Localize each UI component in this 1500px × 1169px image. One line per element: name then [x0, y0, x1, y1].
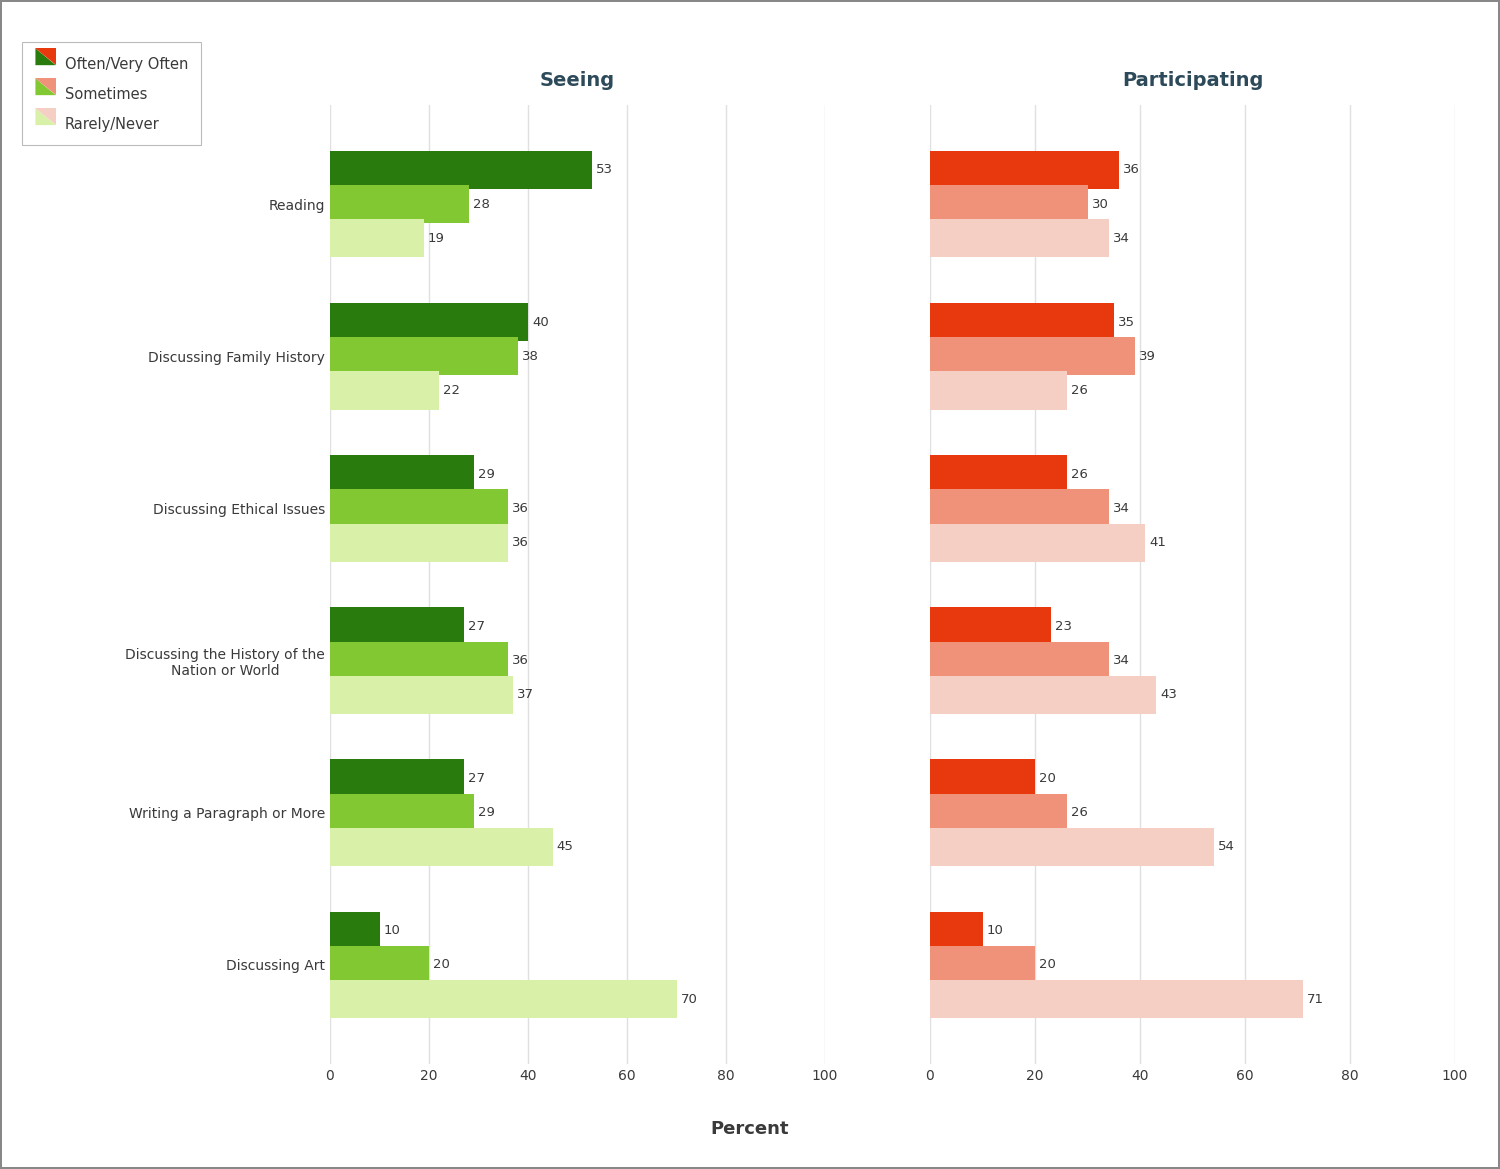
Bar [330, 946, 429, 984]
Bar [330, 185, 468, 223]
Bar [930, 828, 1214, 866]
Title: Participating: Participating [1122, 71, 1263, 90]
Text: 26: 26 [1071, 807, 1088, 819]
Text: 10: 10 [384, 925, 400, 938]
Bar [930, 676, 1155, 714]
Title: Seeing: Seeing [540, 71, 615, 90]
Text: 28: 28 [472, 198, 489, 210]
Text: 70: 70 [681, 992, 698, 1005]
Bar [930, 455, 1066, 493]
Text: 36: 36 [512, 537, 530, 549]
Text: 26: 26 [1071, 383, 1088, 397]
Bar [330, 490, 508, 527]
Text: 29: 29 [477, 807, 495, 819]
Bar [330, 912, 380, 949]
Text: 19: 19 [427, 231, 445, 244]
Text: 36: 36 [512, 655, 530, 667]
Bar [930, 912, 982, 949]
Text: 29: 29 [477, 468, 495, 480]
Text: 71: 71 [1306, 992, 1324, 1005]
Bar [930, 151, 1119, 189]
Bar [330, 828, 552, 866]
Text: 20: 20 [1040, 959, 1056, 971]
Text: 10: 10 [987, 925, 1004, 938]
Bar [930, 524, 1146, 561]
Text: 37: 37 [518, 689, 534, 701]
Text: 34: 34 [1113, 502, 1130, 514]
Bar [930, 946, 1035, 984]
Bar [930, 372, 1066, 409]
Text: 23: 23 [1054, 620, 1072, 632]
Bar [930, 642, 1108, 679]
Bar [930, 980, 1302, 1018]
Legend: Often/Very Often, Sometimes, Rarely/Never: Often/Very Often, Sometimes, Rarely/Neve… [22, 42, 201, 145]
Bar [330, 303, 528, 341]
Text: 36: 36 [1124, 164, 1140, 177]
Text: 39: 39 [1138, 350, 1156, 362]
Text: 53: 53 [597, 164, 613, 177]
Bar [330, 608, 464, 645]
Bar [930, 490, 1108, 527]
Bar [330, 220, 424, 257]
Text: 20: 20 [433, 959, 450, 971]
Bar [330, 455, 474, 493]
Bar [930, 303, 1113, 341]
Bar [330, 760, 464, 797]
Bar [930, 760, 1035, 797]
Text: 22: 22 [442, 383, 460, 397]
Text: 36: 36 [512, 502, 530, 514]
Bar [330, 676, 513, 714]
Text: 45: 45 [556, 841, 573, 853]
Bar [930, 337, 1134, 375]
Text: 27: 27 [468, 620, 484, 632]
Text: 26: 26 [1071, 468, 1088, 480]
Text: 38: 38 [522, 350, 538, 362]
Text: 43: 43 [1160, 689, 1178, 701]
Bar [330, 794, 474, 832]
Text: 34: 34 [1113, 655, 1130, 667]
Text: 40: 40 [532, 316, 549, 328]
Bar [330, 337, 518, 375]
Text: 34: 34 [1113, 231, 1130, 244]
Text: 54: 54 [1218, 841, 1234, 853]
Bar [930, 185, 1088, 223]
Bar [330, 524, 508, 561]
Bar [330, 151, 592, 189]
Bar [330, 372, 440, 409]
Text: 27: 27 [468, 772, 484, 786]
Text: 41: 41 [1149, 537, 1167, 549]
Text: 30: 30 [1092, 198, 1108, 210]
Bar [930, 608, 1050, 645]
Bar [930, 220, 1108, 257]
Bar [330, 642, 508, 679]
Text: 35: 35 [1118, 316, 1136, 328]
Text: 20: 20 [1040, 772, 1056, 786]
Bar [330, 980, 676, 1018]
Bar [930, 794, 1066, 832]
Text: Percent: Percent [711, 1120, 789, 1137]
